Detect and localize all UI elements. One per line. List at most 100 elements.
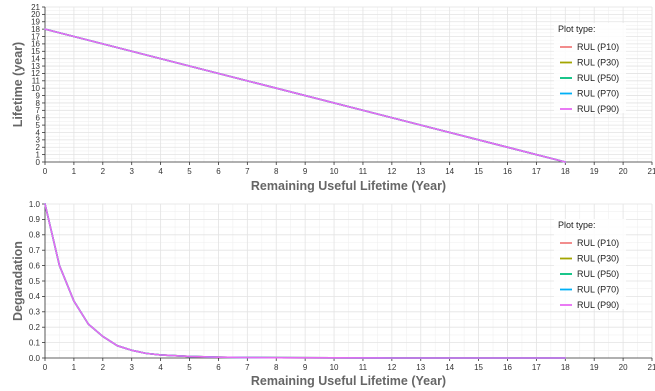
legend-title: Plot type: — [558, 220, 596, 230]
legend-label: RUL (P50) — [577, 269, 619, 279]
x-tick-label: 7 — [245, 363, 250, 372]
x-tick-label: 2 — [101, 167, 106, 176]
x-tick-label: 20 — [619, 363, 628, 372]
legend: Plot type: RUL (P10) RUL (P30) RUL (P50) RUL… — [554, 23, 626, 114]
x-tick-label: 14 — [445, 167, 454, 176]
y-tick-label: 0.2 — [29, 323, 41, 332]
x-tick-label: 7 — [245, 167, 250, 176]
x-tick-label: 6 — [216, 167, 221, 176]
x-tick-label: 19 — [590, 363, 599, 372]
y-tick-label: 14 — [31, 54, 40, 63]
x-tick-label: 5 — [187, 167, 192, 176]
grid-lines — [44, 6, 653, 163]
x-tick-label: 15 — [474, 363, 483, 372]
x-tick-label: 9 — [303, 167, 308, 176]
y-tick-label: 0.7 — [29, 246, 41, 255]
y-tick-label: 0 — [36, 158, 41, 167]
y-tick-label: 19 — [31, 18, 40, 27]
y-tick-label: 0.8 — [29, 231, 41, 240]
y-tick-label: 3 — [36, 136, 41, 145]
x-tick-label: 10 — [330, 167, 339, 176]
legend-label: RUL (P70) — [577, 89, 619, 99]
x-axis-title: Remaining Useful Lifetime (Year) — [251, 179, 446, 193]
chart-panel-2: 0 1 2 3 4 5 6 7 8 9 10 11 12 13 14 15 16 17 18 19 20 210.00.1… — [11, 200, 655, 388]
x-tick-label: 8 — [274, 363, 279, 372]
y-tick-label: 0.5 — [29, 277, 41, 286]
x-tick-label: 18 — [561, 167, 570, 176]
y-tick-label: 0.4 — [29, 292, 41, 301]
x-tick-label: 12 — [387, 167, 396, 176]
x-tick-label: 5 — [187, 363, 192, 372]
x-tick-label: 17 — [532, 167, 541, 176]
y-tick-label: 4 — [36, 128, 41, 137]
grid-lines — [44, 203, 653, 359]
y-tick-label: 13 — [31, 62, 40, 71]
y-tick-label: 20 — [31, 10, 40, 19]
x-tick-label: 13 — [416, 167, 425, 176]
y-tick-label: 17 — [31, 32, 40, 41]
y-tick-label: 15 — [31, 47, 40, 56]
series-line-rul-p90 — [44, 28, 567, 163]
x-tick-label: 1 — [72, 167, 77, 176]
y-tick-label: 0.1 — [29, 338, 41, 347]
y-tick-label: 11 — [32, 77, 41, 86]
x-tick-label: 11 — [359, 363, 368, 372]
y-tick-label: 6 — [36, 114, 41, 123]
x-axis-title: Remaining Useful Lifetime (Year) — [251, 374, 446, 388]
y-tick-label: 18 — [31, 25, 40, 34]
x-tick-label: 6 — [216, 363, 221, 372]
legend-background — [554, 23, 626, 113]
y-tick-label: 21 — [31, 3, 40, 12]
x-tick-label: 21 — [648, 167, 655, 176]
y-tick-label: 10 — [31, 84, 40, 93]
x-tick-label: 17 — [532, 363, 541, 372]
x-tick-label: 16 — [503, 167, 512, 176]
x-tick-label: 3 — [129, 167, 134, 176]
x-tick-label: 15 — [474, 167, 483, 176]
y-tick-label: 16 — [31, 40, 40, 49]
x-tick-label: 1 — [72, 363, 77, 372]
x-tick-label: 4 — [158, 363, 163, 372]
x-tick-label: 0 — [43, 363, 48, 372]
legend-label: RUL (P50) — [577, 73, 619, 83]
y-tick-label: 2 — [36, 143, 41, 152]
y-axis-title: Degaradation — [11, 241, 25, 321]
x-tick-label: 14 — [445, 363, 454, 372]
x-tick-label: 3 — [129, 363, 134, 372]
x-tick-label: 8 — [274, 167, 279, 176]
chart-panel-1: 0 1 2 3 4 5 6 7 8 9 10 11 12 13 14 15 16 17 18 19 20 21012345… — [11, 3, 655, 193]
legend-label: RUL (P30) — [577, 254, 619, 264]
legend-background — [554, 219, 626, 309]
y-tick-label: 0.9 — [29, 215, 41, 224]
x-tick-label: 20 — [619, 167, 628, 176]
y-tick-label: 12 — [31, 69, 40, 78]
legend-label: RUL (P90) — [577, 300, 619, 310]
y-tick-label: 7 — [36, 106, 41, 115]
legend-label: RUL (P90) — [577, 104, 619, 114]
x-tick-label: 4 — [158, 167, 163, 176]
x-tick-label: 21 — [648, 363, 655, 372]
x-tick-label: 13 — [416, 363, 425, 372]
x-tick-label: 9 — [303, 363, 308, 372]
x-tick-label: 2 — [101, 363, 106, 372]
legend: Plot type: RUL (P10) RUL (P30) RUL (P50) RUL… — [554, 219, 626, 310]
legend-label: RUL (P10) — [577, 42, 619, 52]
y-tick-label: 9 — [36, 91, 41, 100]
x-tick-label: 0 — [43, 167, 48, 176]
series-line-rul-p90 — [44, 203, 567, 359]
x-tick-label: 12 — [387, 363, 396, 372]
y-axis-title: Lifetime (year) — [11, 42, 25, 127]
y-tick-label: 0.6 — [29, 261, 41, 270]
y-tick-label: 0.3 — [29, 308, 41, 317]
x-tick-label: 18 — [561, 363, 570, 372]
y-tick-label: 0.0 — [29, 354, 41, 363]
y-tick-label: 8 — [36, 99, 41, 108]
x-tick-label: 19 — [590, 167, 599, 176]
y-tick-label: 5 — [36, 121, 41, 130]
legend-label: RUL (P70) — [577, 285, 619, 295]
x-tick-label: 16 — [503, 363, 512, 372]
x-tick-label: 10 — [330, 363, 339, 372]
legend-label: RUL (P10) — [577, 238, 619, 248]
